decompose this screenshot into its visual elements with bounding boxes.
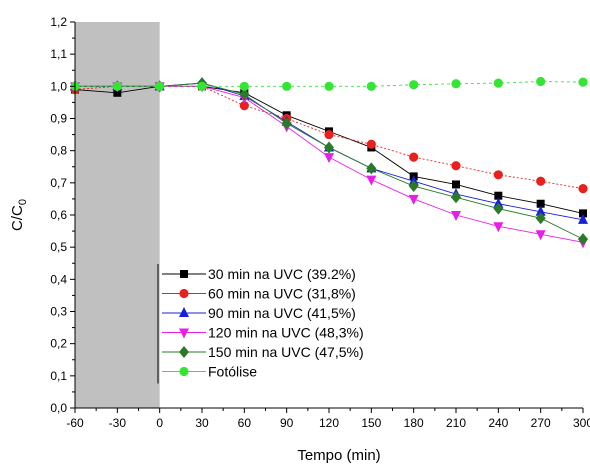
series-4-point [408,194,419,205]
series-6-point [366,81,376,91]
pre-irradiation-shaded-region [75,22,160,408]
legend-label: Fotólise [208,364,257,380]
axes-layer: 0,0 0,1 0,2 0,3 0,4 0,5 0,6 0,7 0,8 0,9 1,0 1,1 1,2 -… [50,15,590,430]
y-axis-title: C/C0 [9,199,29,231]
x-tick-label: -30 [109,416,127,430]
legend-entry-3: 90 min na UVC (41,5%) [162,305,356,321]
x-tick-label: 240 [488,416,508,430]
series-1-point [494,191,503,200]
y-axis-title-main: C/C [9,205,26,231]
series-6-point [536,76,546,87]
legend-label: 120 min na UVC (48,3%) [208,325,364,341]
x-tick-label: 150 [361,416,381,430]
legend-entry-4: 120 min na UVC (48,3%) [162,325,364,341]
series-6-point [112,81,122,91]
x-tick-label: -60 [66,416,84,430]
series-5-point [324,141,334,154]
series-6-point [239,81,249,91]
series-6-point [493,78,503,88]
x-axis-title: Tempo (min) [297,447,380,464]
series-4-point [493,222,504,233]
legend-label: 90 min na UVC (41,5%) [208,305,356,321]
series-5-point [366,162,377,175]
series-6-point [197,81,207,91]
series-4-point [535,230,546,241]
x-tick-label: 210 [446,416,466,430]
y-tick-label: 1,2 [50,15,67,29]
legend-marker [179,288,189,299]
shaded-rect [75,22,160,408]
legend-label: 30 min na UVC (39.2%) [208,266,356,282]
y-tick-label: 0,7 [50,176,67,190]
legend-marker [180,270,188,278]
series-3-point [535,205,546,216]
series-4-point [451,211,461,221]
y-tick-label: 0,6 [50,208,67,222]
x-tick-label: 0 [156,416,163,430]
legend-entry-1: 30 min na UVC (39.2%) [162,266,356,282]
series-1-point [579,209,587,218]
y-tick-label: 0,0 [50,401,67,415]
y-tick-label: 0,9 [50,112,67,126]
series-6-point [451,79,461,89]
x-tick-label: 90 [280,416,294,430]
series-2-point [578,184,588,194]
y-tick-label: 1,0 [50,79,67,93]
series-2-point [366,139,376,149]
legend-marker [179,307,189,317]
series-2-point [451,161,461,171]
legend-entry-6: Fotólise [162,364,257,380]
y-tick-label: 0,8 [50,144,67,158]
legend-entry-2: 60 min na UVC (31,8%) [162,286,356,302]
legend-marker [179,328,189,339]
legend-label: 150 min na UVC (47,5%) [208,344,364,360]
x-tick-label: 120 [319,416,339,430]
x-tick-label: 270 [531,416,551,430]
y-tick-label: 0,3 [50,305,67,319]
legend: 30 min na UVC (39.2%) 60 min na UVC (31,8… [157,264,364,384]
series-6-point [578,77,588,87]
series-4-point [366,175,377,186]
x-tick-label: 30 [195,416,209,430]
series-6-point [155,81,165,91]
series-5-point [408,180,419,193]
y-tick-label: 0,5 [50,240,67,254]
series-5-point [239,88,250,101]
series-6-point [409,80,419,90]
legend-marker [179,366,189,377]
legend-label: 60 min na UVC (31,8%) [208,286,356,302]
series-2-point [239,101,249,111]
series-2-point [493,170,503,180]
series-5-point [578,233,588,246]
series-2-point [324,129,334,140]
y-tick-label: 0,1 [50,369,67,383]
x-tick-label: 180 [404,416,424,430]
x-tick-label: 60 [238,416,252,430]
series-2-point [536,176,546,186]
series-1-point [536,199,545,208]
series-6-point [324,81,334,91]
y-axis-title-subscript: 0 [17,199,29,205]
series-1-point [452,180,460,189]
legend-entry-5: 150 min na UVC (47,5%) [162,344,364,360]
series-4-point [324,153,334,164]
series-6 [70,76,588,91]
series-5-point [281,117,292,130]
series-6-point [282,81,292,91]
series-5-point [535,212,546,225]
y-tick-label: 0,4 [50,272,67,286]
series-3-point [578,213,588,224]
series-5-point [451,191,461,204]
series-2-point [409,152,419,162]
series-5-point [493,202,504,215]
y-tick-label: 0,2 [50,337,67,351]
series-layer [70,76,588,249]
x-tick-label: 300 [573,416,590,430]
series-1-point [113,88,122,97]
legend-marker [179,346,189,358]
y-tick-label: 1,1 [50,47,67,61]
